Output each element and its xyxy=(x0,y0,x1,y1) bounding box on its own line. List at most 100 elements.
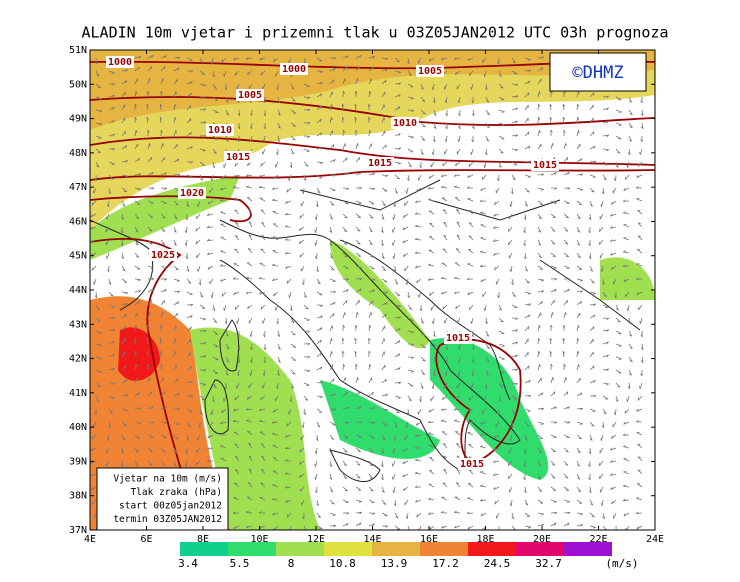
wind-arrow xyxy=(394,291,401,296)
wind-arrow xyxy=(511,341,518,345)
wind-arrow xyxy=(442,248,448,254)
wind-arrow xyxy=(355,171,362,176)
wind-arrow xyxy=(303,304,309,310)
wind-arrow xyxy=(495,278,500,285)
wind-arrow xyxy=(105,239,110,246)
wind-arrow xyxy=(609,226,617,229)
wind-arrow xyxy=(576,143,581,150)
wind-arrow xyxy=(273,57,279,63)
wind-arrow xyxy=(454,262,461,267)
wind-arrow xyxy=(550,312,554,319)
wind-arrow xyxy=(469,304,474,311)
wind-arrow xyxy=(537,67,544,72)
wind-arrow xyxy=(186,200,190,207)
wind-arrow xyxy=(524,278,530,284)
wind-arrow xyxy=(431,317,435,325)
wind-arrow xyxy=(106,434,110,442)
wind-arrow xyxy=(147,143,151,150)
wind-arrow xyxy=(272,236,279,241)
wind-arrow xyxy=(394,316,402,320)
wind-arrow xyxy=(272,250,279,254)
wind-arrow xyxy=(406,174,410,182)
wind-arrow xyxy=(511,512,515,520)
wind-arrow xyxy=(563,377,567,384)
wind-arrow xyxy=(121,160,129,163)
wind-arrow xyxy=(380,460,384,468)
wind-arrow xyxy=(284,472,292,475)
wind-arrow xyxy=(550,434,557,438)
wind-arrow xyxy=(108,106,115,111)
wind-arrow xyxy=(524,421,530,427)
wind-arrow xyxy=(392,226,396,233)
wind-arrow xyxy=(467,291,474,296)
wind-arrow xyxy=(261,234,266,241)
wind-arrow xyxy=(260,161,266,167)
wind-arrow xyxy=(173,378,179,384)
wind-arrow xyxy=(444,135,448,143)
wind-arrow xyxy=(428,57,435,62)
wind-arrow xyxy=(402,239,409,244)
wind-arrow xyxy=(224,382,227,390)
wind-arrow xyxy=(537,116,541,124)
wind-arrow xyxy=(159,337,163,345)
wind-arrow xyxy=(246,496,253,501)
wind-arrow xyxy=(589,338,594,345)
wind-arrow xyxy=(509,265,513,273)
wind-arrow xyxy=(468,443,474,449)
lat-label: 38N xyxy=(69,491,87,502)
wind-arrow xyxy=(444,96,448,104)
wind-arrow xyxy=(91,499,97,505)
wind-arrow xyxy=(467,57,474,62)
wind-arrow xyxy=(537,130,541,137)
wind-arrow xyxy=(628,356,633,363)
wind-arrow xyxy=(550,265,557,269)
wind-arrow xyxy=(121,213,124,221)
wind-arrow xyxy=(237,122,241,130)
wind-arrow xyxy=(284,446,292,450)
wind-arrow xyxy=(368,324,372,332)
wind-arrow xyxy=(316,339,322,345)
wind-arrow xyxy=(212,317,218,323)
wind-arrow xyxy=(589,434,593,441)
wind-arrow xyxy=(635,420,643,423)
wind-arrow xyxy=(576,187,583,191)
wind-arrow xyxy=(550,239,556,245)
wind-arrow xyxy=(414,434,422,437)
wind-arrow xyxy=(354,337,358,345)
wind-arrow xyxy=(206,238,214,242)
wind-arrow xyxy=(147,226,153,232)
wind-arrow xyxy=(160,157,166,163)
wind-arrow xyxy=(199,135,207,138)
wind-arrow xyxy=(159,103,163,111)
wind-arrow xyxy=(316,366,323,371)
wind-arrow xyxy=(186,105,192,111)
wind-arrow xyxy=(484,317,488,325)
wind-arrow xyxy=(563,278,571,281)
wind-arrow xyxy=(121,394,129,398)
wind-arrow xyxy=(342,522,349,527)
wind-arrow xyxy=(381,393,388,397)
wind-arrow xyxy=(576,300,583,306)
wind-arrow xyxy=(479,433,487,436)
wind-arrow xyxy=(589,499,594,506)
wind-arrow xyxy=(414,251,422,254)
wind-arrow xyxy=(576,200,583,206)
wind-arrow xyxy=(381,79,387,85)
wind-arrow xyxy=(497,57,500,65)
wind-arrow xyxy=(302,278,305,286)
wind-arrow xyxy=(510,187,514,195)
wind-arrow xyxy=(524,395,532,398)
wind-arrow xyxy=(160,239,166,245)
wind-arrow xyxy=(368,200,375,205)
wind-arrow xyxy=(622,484,630,488)
wind-arrow xyxy=(91,200,97,206)
wind-arrow xyxy=(407,369,414,373)
wind-arrow xyxy=(314,226,318,233)
lon-label: 14E xyxy=(363,534,381,545)
wind-arrow xyxy=(93,278,97,285)
lat-label: 37N xyxy=(69,525,87,536)
wind-arrow xyxy=(563,363,566,371)
wind-arrow xyxy=(458,356,461,364)
wind-arrow xyxy=(284,251,292,255)
wind-arrow xyxy=(562,337,566,345)
